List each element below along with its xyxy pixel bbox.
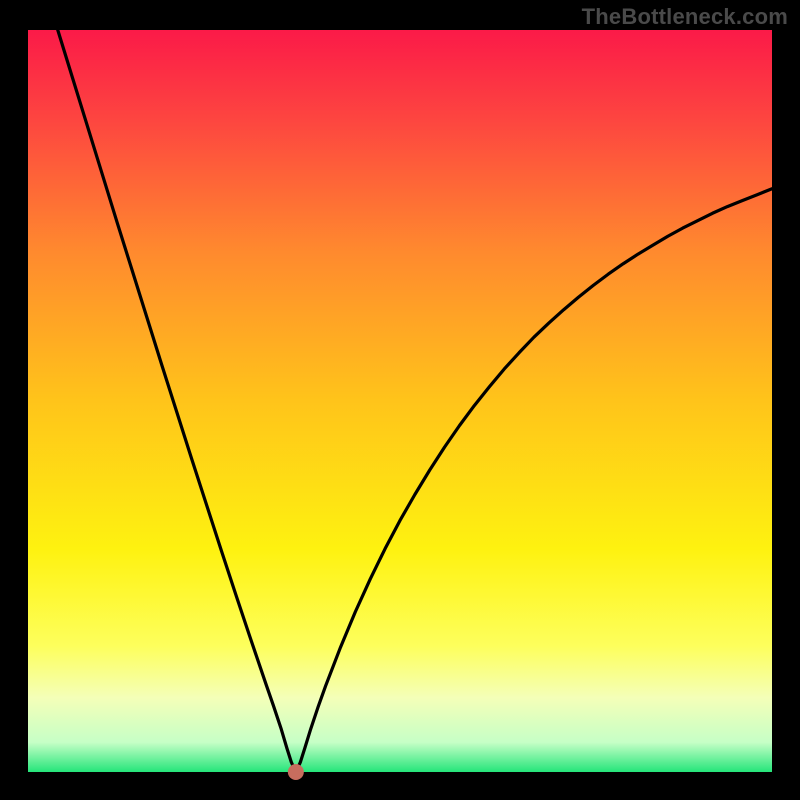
chart-marker: [288, 764, 304, 780]
bottleneck-line-chart: [28, 30, 772, 772]
watermark-text: TheBottleneck.com: [582, 4, 788, 30]
chart-curve: [58, 30, 772, 772]
plot-area: [28, 30, 772, 772]
